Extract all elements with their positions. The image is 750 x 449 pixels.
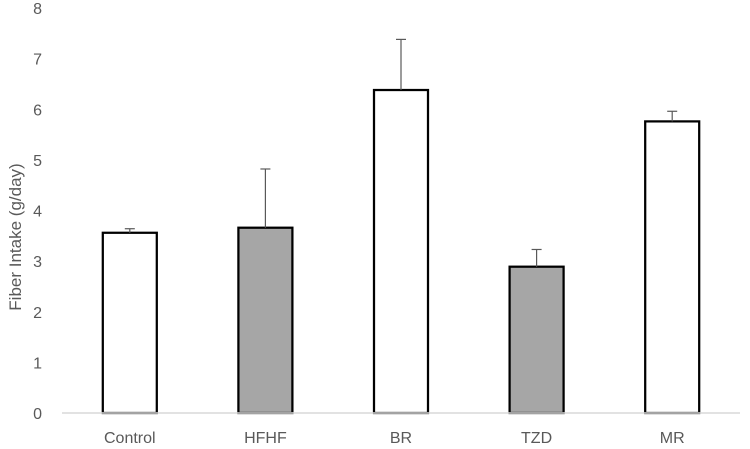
y-axis-label: Fiber Intake (g/day) (6, 163, 25, 310)
error-bar-hfhf (260, 168, 271, 228)
y-tick-label: 8 (33, 1, 42, 18)
y-tick-label: 2 (33, 305, 42, 322)
y-tick-label: 6 (33, 102, 42, 119)
bar-mr (644, 120, 701, 415)
y-tick-label: 4 (33, 204, 42, 221)
y-tick-label: 5 (33, 153, 42, 170)
x-tick-label: TZD (521, 430, 552, 447)
x-tick-label: BR (390, 430, 412, 447)
y-axis-ticks: 0 1 2 3 4 5 6 7 8 (33, 1, 42, 423)
bars (101, 88, 701, 415)
bar-tzd (508, 265, 565, 415)
error-bar-mr (667, 110, 678, 122)
error-bars (124, 38, 678, 267)
bar-br (372, 88, 430, 415)
error-bar-br (396, 38, 406, 91)
x-axis-ticks: Control HFHF BR TZD MR (104, 430, 685, 447)
y-tick-label: 3 (33, 254, 42, 271)
y-tick-label: 7 (33, 52, 42, 69)
x-tick-label: MR (660, 430, 685, 447)
error-bar-tzd (531, 248, 542, 267)
x-tick-label: HFHF (244, 430, 287, 447)
y-tick-label: 0 (33, 406, 42, 423)
error-bar-control (124, 228, 135, 233)
y-tick-label: 1 (33, 355, 42, 372)
bar-hfhf (237, 226, 294, 415)
x-tick-label: Control (104, 430, 156, 447)
bar-control (101, 231, 158, 415)
